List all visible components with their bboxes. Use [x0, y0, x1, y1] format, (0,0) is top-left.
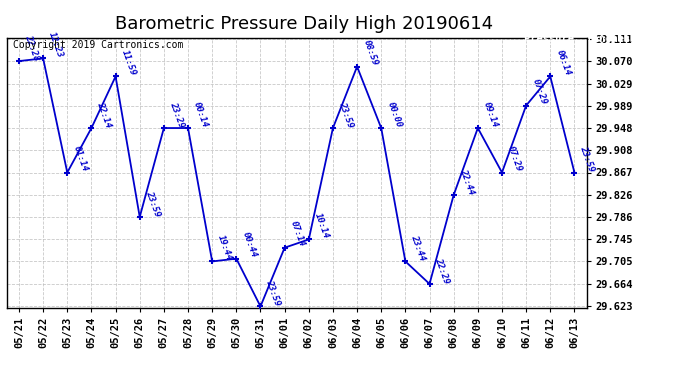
Text: 11:59: 11:59: [120, 49, 137, 77]
Text: 23:29: 23:29: [168, 100, 186, 129]
Text: 23:59: 23:59: [265, 279, 282, 307]
Text: 08:59: 08:59: [362, 39, 379, 67]
Text: 07:14: 07:14: [289, 220, 306, 248]
Text: 23:59: 23:59: [579, 145, 596, 173]
Text: 01:14: 01:14: [72, 145, 89, 173]
Text: 23:59: 23:59: [337, 100, 355, 129]
Text: 10:14: 10:14: [313, 212, 331, 240]
Text: 09:14: 09:14: [482, 100, 500, 129]
Text: 19:44: 19:44: [217, 234, 234, 262]
Text: Pressure  (Inches/Hg): Pressure (Inches/Hg): [524, 34, 656, 44]
Text: 22:44: 22:44: [458, 167, 475, 196]
Text: 00:00: 00:00: [386, 100, 403, 129]
Text: Barometric Pressure Daily High 20190614: Barometric Pressure Daily High 20190614: [115, 15, 493, 33]
Text: 12:23: 12:23: [48, 31, 65, 59]
Text: 22:28: 22:28: [23, 33, 41, 62]
Text: 00:44: 00:44: [241, 231, 258, 259]
Text: 06:14: 06:14: [555, 49, 572, 77]
Text: Copyright 2019 Cartronics.com: Copyright 2019 Cartronics.com: [12, 40, 183, 50]
Text: 00:14: 00:14: [193, 100, 210, 129]
Text: 22:14: 22:14: [96, 100, 113, 129]
Text: 22:29: 22:29: [434, 256, 451, 285]
Text: 07:29: 07:29: [531, 78, 548, 106]
Text: 07:29: 07:29: [506, 145, 524, 173]
Text: 23:44: 23:44: [410, 234, 427, 262]
Text: 23:59: 23:59: [144, 189, 161, 217]
